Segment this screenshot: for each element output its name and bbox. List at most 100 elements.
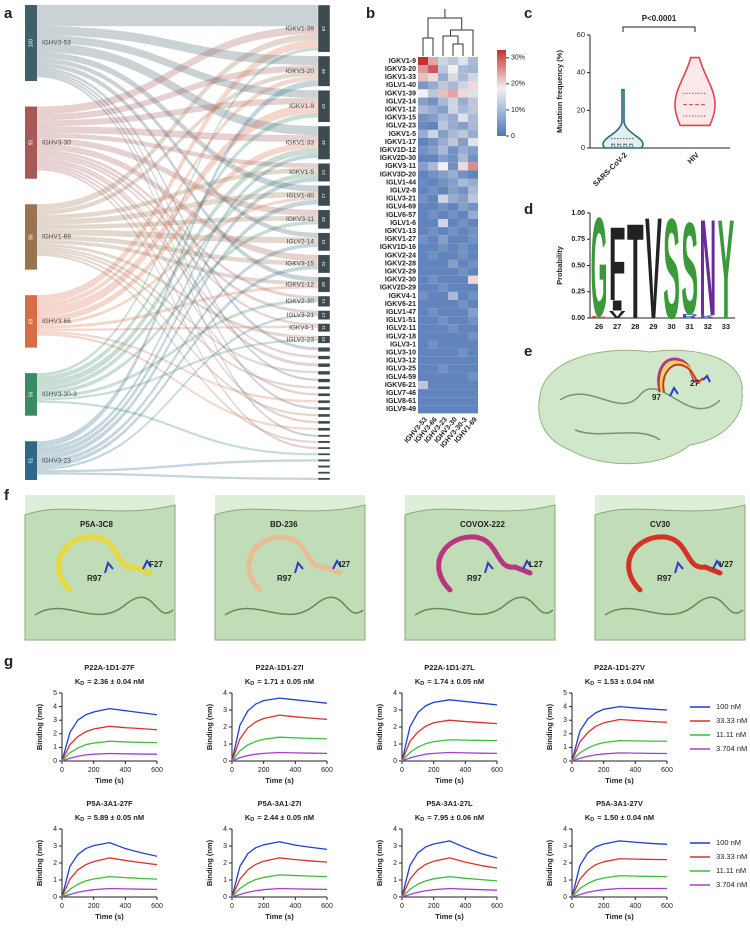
cdr-loop — [246, 534, 343, 593]
heatmap-cell — [418, 170, 428, 179]
kd-value: = 2.36 ± 0.04 nM — [87, 677, 144, 686]
heatmap-cell — [458, 300, 468, 309]
sankey-link — [37, 330, 318, 403]
y-tick-label: 60 — [577, 30, 585, 39]
heatmap-cell — [468, 316, 478, 325]
heatmap-cell — [418, 324, 428, 333]
sankey-link — [37, 265, 318, 468]
heatmap-cell — [428, 210, 438, 219]
heatmap-cell — [468, 356, 478, 365]
node-value: 40 — [321, 68, 326, 74]
row-label: IGLV1-47 — [386, 309, 416, 316]
heatmap-cell — [428, 57, 438, 66]
sankey-link — [37, 325, 318, 331]
kd-subscript: D — [250, 817, 254, 823]
heatmap-cell — [438, 162, 448, 171]
target-label: IGKV4-1 — [289, 324, 314, 331]
heatmap-cell — [438, 389, 448, 398]
target-node — [317, 185, 331, 207]
heatmap-cell — [458, 162, 468, 171]
chart-title: P5A-3A1-27V — [596, 799, 643, 808]
sankey-link — [37, 338, 318, 401]
sankey-link — [37, 249, 318, 389]
y-axis-label: Binding (nm) — [205, 839, 214, 886]
heatmap-cell — [418, 89, 428, 98]
sankey-link — [37, 160, 318, 367]
heatmap-cell — [468, 243, 478, 252]
violin — [674, 56, 716, 127]
row-label: IGLV9-49 — [386, 406, 416, 413]
heatmap-cell — [438, 235, 448, 244]
x-tick-label: 400 — [459, 903, 471, 910]
kd-symbol: K — [415, 813, 421, 822]
binding-curve — [61, 841, 158, 898]
x-tick-label: 200 — [258, 903, 270, 910]
residue-label: R97 — [467, 574, 482, 583]
kd-subscript: D — [80, 817, 84, 823]
x-tick-label: 200 — [88, 767, 100, 774]
kd-label: KD = 1.53 ± 0.04 nM — [585, 677, 654, 687]
binding-curve — [401, 875, 498, 898]
heatmap-cell — [458, 65, 468, 74]
heatmap-cell — [448, 73, 458, 82]
heatmap-cell — [438, 219, 448, 228]
heatmap-cell — [418, 300, 428, 309]
row-label: IGLV3-25 — [386, 366, 416, 373]
heatmap-cell — [428, 300, 438, 309]
binding-chart: P22A-1D1-27I KD = 1.71 ± 0.05 nM 0 1 2 3 4 0 200 4… — [205, 663, 333, 785]
heatmap-cell — [438, 340, 448, 349]
y-tick-label: 0.25 — [571, 289, 585, 296]
heatmap-cell — [438, 243, 448, 252]
target-node — [317, 427, 331, 432]
node-value: 20 — [321, 282, 326, 288]
row-label: IGLV1-40 — [386, 82, 416, 89]
heatmap-cell — [428, 170, 438, 179]
logo-letter: T — [627, 195, 644, 347]
logo-letter: R — [681, 314, 701, 320]
kd-symbol: K — [245, 677, 251, 686]
target-node — [317, 363, 331, 368]
heatmap-cell — [438, 227, 448, 236]
sequence-logo: 0.000.250.500.751.00ProbabilityEG26VIF27… — [555, 187, 735, 349]
target-node — [317, 434, 331, 438]
heatmap-cell — [468, 146, 478, 155]
heatmap-cell — [418, 381, 428, 390]
heatmap-cell — [418, 243, 428, 252]
y-tick-label: 4 — [223, 690, 227, 697]
node-value: 24 — [321, 169, 326, 175]
row-label: IGKV2D-30 — [380, 155, 416, 162]
sankey-link — [37, 33, 318, 211]
binding-curve — [571, 875, 668, 898]
kd-value: = 1.50 ± 0.04 nM — [597, 813, 654, 822]
heatmap-cell — [418, 121, 428, 130]
heatmap-cell — [448, 113, 458, 122]
x-tick-label: 600 — [661, 903, 673, 910]
node-value: 14 — [321, 298, 326, 304]
heatmap-cell — [448, 291, 458, 300]
heatmap-cell — [468, 105, 478, 114]
sankey-link — [37, 400, 318, 456]
kd-value: = 1.53 ± 0.04 nM — [597, 677, 654, 686]
heatmap-cell — [458, 138, 468, 147]
heatmap-cell — [448, 81, 458, 90]
y-axis-label: Binding (nm) — [545, 703, 554, 750]
x-tick-label: 29 — [649, 322, 657, 331]
sankey-link — [37, 58, 318, 238]
panel-label: a — [4, 5, 13, 22]
target-node — [317, 471, 331, 475]
heatmap-cell — [438, 138, 448, 147]
heatmap-cell — [458, 397, 468, 406]
heatmap-cell — [458, 89, 468, 98]
kd-subscript: D — [250, 681, 254, 687]
sankey-link — [37, 243, 318, 465]
heatmap-cell — [458, 146, 468, 155]
heatmap-cell — [468, 121, 478, 130]
heatmap-cell — [428, 275, 438, 284]
colorbar — [497, 50, 506, 136]
binding-curve — [401, 887, 498, 898]
row-label: IGKV1D-12 — [380, 147, 416, 154]
logo-letter: N — [699, 192, 716, 345]
target-node — [317, 90, 331, 123]
row-label: IGKV1-13 — [385, 228, 416, 235]
